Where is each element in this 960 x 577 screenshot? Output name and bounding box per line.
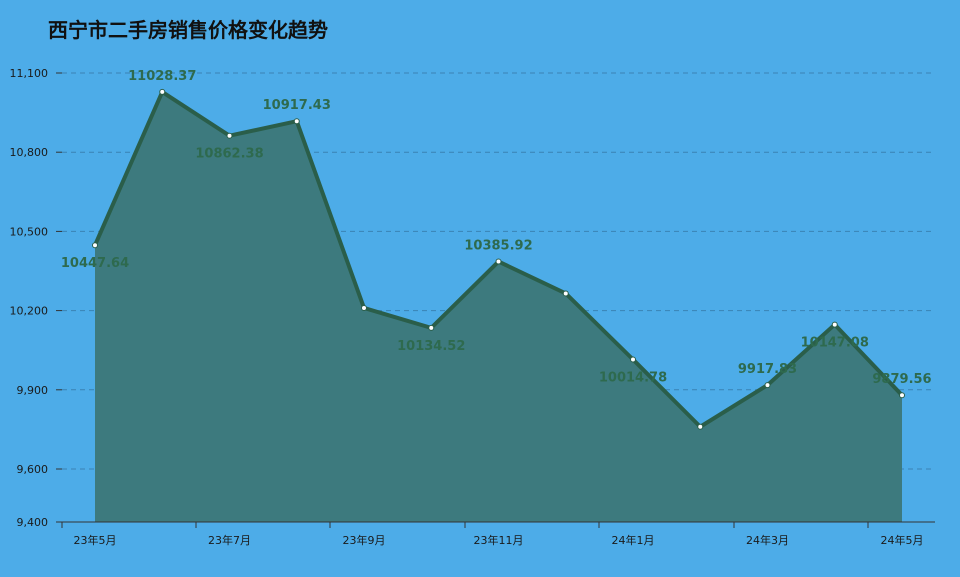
x-tick-label: 23年5月 [74,533,117,547]
x-tick-label: 23年11月 [474,533,524,547]
data-label: 10014.78 [599,370,667,385]
data-point [293,118,300,125]
y-tick-label: 10,200 [10,305,49,318]
x-tick-label: 24年5月 [881,533,924,547]
data-point [562,290,569,297]
y-tick-label: 10,500 [10,225,49,238]
data-label: 10862.38 [195,147,263,162]
data-label: 10134.52 [397,339,465,354]
x-tick-label: 24年3月 [746,533,789,547]
chart-title: 西宁市二手房销售价格变化趋势 [48,18,328,42]
data-point [361,304,367,311]
data-point [899,392,905,399]
data-point [226,132,233,139]
y-tick-label: 10,800 [10,146,49,159]
data-point [92,242,98,249]
data-label: 10385.92 [464,239,532,254]
data-point [831,321,838,328]
y-tick-label: 9,600 [17,463,49,476]
y-tick-label: 9,400 [17,516,49,529]
data-point [630,356,636,363]
axes: 9,400 9,600 9,900 10,200 10,500 10,800 11,100 2… [10,67,935,547]
data-label: 9917.83 [738,362,797,377]
data-label: 11028.37 [128,69,196,84]
data-label: 10447.64 [61,256,129,271]
y-tick-label: 11,100 [10,67,49,80]
data-point [764,382,771,389]
data-label: 10917.43 [263,98,331,113]
data-points [92,88,905,430]
area-fill [95,91,902,523]
data-label: 9879.56 [872,372,931,387]
data-point [495,258,502,265]
x-tick-label: 23年9月 [343,533,386,547]
data-point [428,324,435,331]
y-tick-label: 9,900 [17,384,49,397]
data-label: 10147.08 [801,336,869,351]
data-point [159,88,166,95]
data-labels: 10447.64 11028.37 10862.38 10917.43 10134.52… [61,69,932,387]
data-point [697,423,704,430]
x-tick-label: 23年7月 [208,533,251,547]
x-tick-label: 24年1月 [612,533,655,547]
